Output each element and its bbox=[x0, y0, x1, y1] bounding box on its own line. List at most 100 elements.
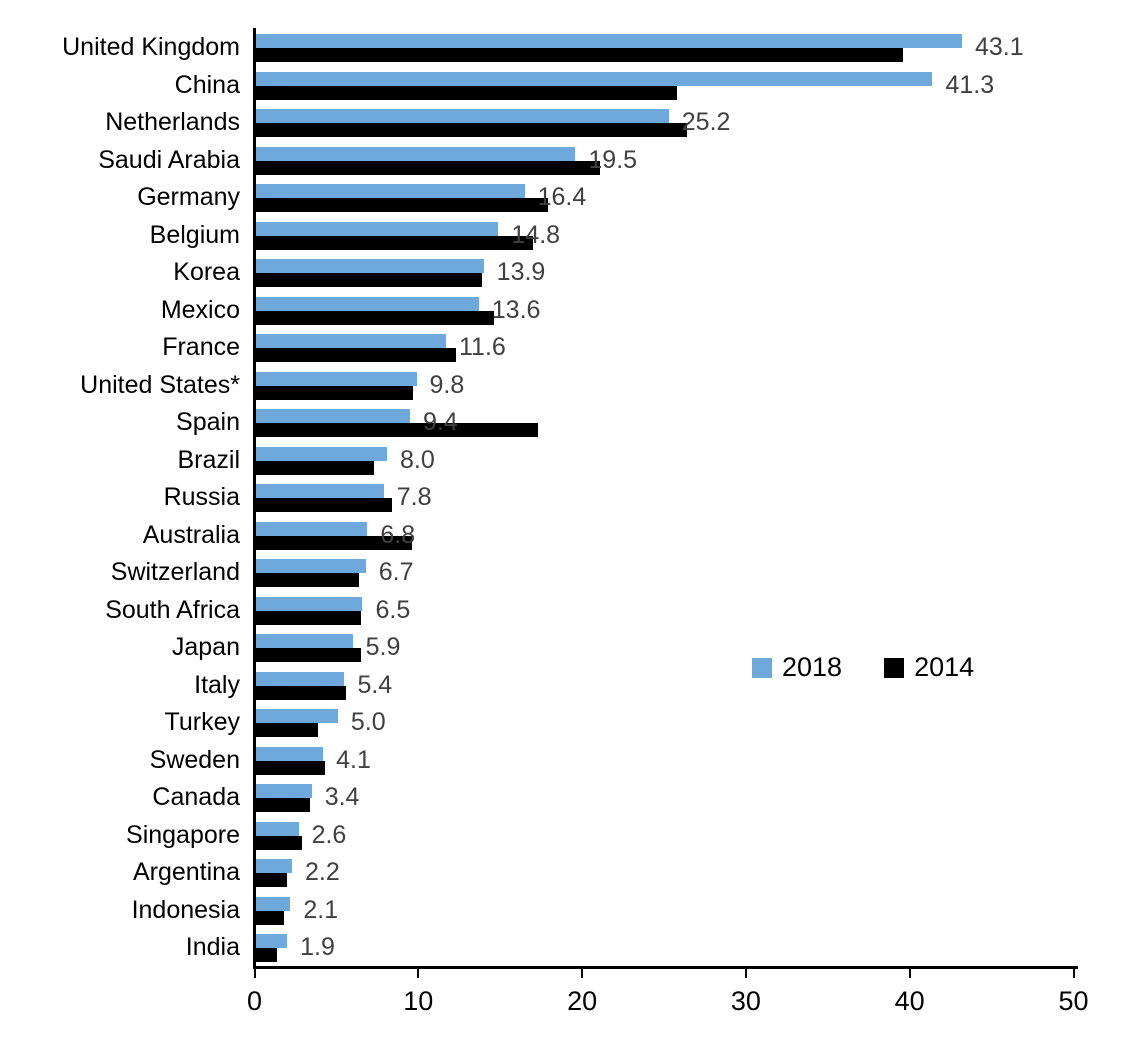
x-axis-tick-label-0: 0 bbox=[246, 986, 263, 1016]
x-axis-tick-10 bbox=[417, 969, 420, 978]
bar-2014-china bbox=[256, 85, 677, 100]
value-label-switzerland: 6.7 bbox=[378, 558, 414, 586]
category-label-south-africa: South Africa bbox=[105, 595, 240, 624]
bar-2018-switzerland bbox=[256, 559, 366, 573]
bar-2018-australia bbox=[256, 521, 368, 536]
x-axis-line bbox=[253, 966, 1078, 969]
category-label-netherlands: Netherlands bbox=[105, 108, 240, 136]
bar-2018-south-africa bbox=[256, 596, 363, 611]
bar-2014-korea bbox=[256, 273, 483, 287]
value-label-turkey: 5.0 bbox=[350, 708, 386, 736]
bar-2014-mexico bbox=[256, 310, 494, 325]
x-axis-tick-30 bbox=[744, 969, 747, 978]
bar-2018-mexico bbox=[256, 296, 479, 311]
category-label-singapore: Singapore bbox=[126, 820, 240, 849]
bar-2014-japan bbox=[256, 648, 361, 662]
bar-2014-switzerland bbox=[256, 573, 360, 587]
bar-2018-singapore bbox=[256, 821, 299, 836]
bar-2014-saudi-arabia bbox=[256, 160, 600, 175]
value-label-netherlands: 25.2 bbox=[681, 108, 731, 136]
value-label-belgium: 14.8 bbox=[511, 220, 561, 249]
legend: 2018 2014 bbox=[752, 652, 974, 683]
category-label-korea: Korea bbox=[173, 258, 240, 286]
category-label-saudi-arabia: Saudi Arabia bbox=[98, 145, 240, 174]
value-label-brazil: 8.0 bbox=[400, 445, 435, 474]
value-label-india: 1.9 bbox=[300, 933, 335, 961]
bar-2014-russia bbox=[256, 498, 392, 512]
bar-2014-turkey bbox=[256, 723, 319, 737]
bar-2018-turkey bbox=[256, 709, 338, 723]
x-axis-tick-50 bbox=[1072, 969, 1075, 978]
bar-2014-australia bbox=[256, 535, 412, 550]
bar-2014-spain bbox=[256, 423, 538, 437]
bar-2018-sweden bbox=[256, 746, 324, 761]
x-axis-tick-label-30: 30 bbox=[730, 986, 761, 1016]
bar-2018-netherlands bbox=[256, 109, 669, 123]
category-label-canada: Canada bbox=[152, 783, 240, 811]
value-label-australia: 6.8 bbox=[380, 520, 416, 549]
bar-2014-brazil bbox=[256, 460, 374, 475]
value-label-korea: 13.9 bbox=[496, 258, 546, 286]
category-label-china: China bbox=[174, 70, 240, 99]
legend-swatch-2018 bbox=[752, 657, 772, 678]
value-label-united-states: 9.8 bbox=[429, 370, 465, 399]
bar-2018-germany bbox=[256, 184, 525, 198]
bar-2014-united-kingdom bbox=[256, 48, 903, 62]
x-axis-tick-label-40: 40 bbox=[894, 986, 925, 1016]
category-label-japan: Japan bbox=[171, 633, 240, 661]
value-label-singapore: 2.6 bbox=[311, 820, 347, 849]
bar-2018-united-kingdom bbox=[256, 34, 962, 48]
bar-2018-india bbox=[256, 934, 288, 948]
category-label-italy: Italy bbox=[194, 670, 240, 699]
legend-swatch-2014 bbox=[884, 657, 905, 678]
category-label-india: India bbox=[185, 933, 240, 961]
bar-2018-russia bbox=[256, 484, 384, 498]
legend-label-2018: 2018 bbox=[782, 652, 843, 682]
x-axis-tick-20 bbox=[581, 969, 584, 978]
bar-2018-united-states bbox=[256, 371, 417, 386]
value-label-south-africa: 6.5 bbox=[375, 595, 411, 624]
bar-2014-indonesia bbox=[256, 910, 284, 925]
bar-2018-canada bbox=[256, 784, 312, 798]
value-label-japan: 5.9 bbox=[365, 633, 401, 661]
bar-2014-canada bbox=[256, 798, 311, 812]
x-axis-tick-label-20: 20 bbox=[567, 986, 598, 1016]
category-label-mexico: Mexico bbox=[160, 295, 240, 324]
bar-2014-singapore bbox=[256, 835, 302, 850]
x-axis-tick-label-10: 10 bbox=[403, 986, 434, 1016]
bar-2014-italy bbox=[256, 685, 347, 700]
bar-2014-sweden bbox=[256, 760, 325, 775]
category-label-argentina: Argentina bbox=[132, 858, 240, 886]
value-label-sweden: 4.1 bbox=[336, 745, 371, 774]
category-label-indonesia: Indonesia bbox=[131, 895, 240, 924]
category-label-brazil: Brazil bbox=[177, 445, 240, 474]
value-label-united-kingdom: 43.1 bbox=[974, 33, 1024, 61]
value-label-mexico: 13.6 bbox=[491, 295, 541, 324]
legend-label-2014: 2014 bbox=[914, 652, 975, 682]
value-label-germany: 16.4 bbox=[537, 183, 587, 211]
bar-2018-belgium bbox=[256, 221, 499, 236]
category-label-united-kingdom: United Kingdom bbox=[62, 33, 240, 61]
bar-2018-saudi-arabia bbox=[256, 146, 576, 161]
bar-2014-south-africa bbox=[256, 610, 361, 625]
bar-2014-argentina bbox=[256, 873, 288, 887]
x-axis-tick-0 bbox=[253, 969, 256, 978]
bar-2014-belgium bbox=[256, 235, 533, 250]
value-label-spain: 9.4 bbox=[422, 408, 458, 436]
value-label-argentina: 2.2 bbox=[305, 858, 340, 886]
bar-2018-argentina bbox=[256, 859, 293, 873]
value-label-italy: 5.4 bbox=[357, 670, 393, 699]
category-label-belgium: Belgium bbox=[149, 220, 240, 249]
category-label-russia: Russia bbox=[163, 483, 240, 511]
x-axis-tick-40 bbox=[908, 969, 911, 978]
bar-2018-italy bbox=[256, 671, 345, 686]
category-label-france: France bbox=[162, 333, 240, 361]
category-label-turkey: Turkey bbox=[164, 708, 240, 736]
bar-2018-japan bbox=[256, 634, 353, 648]
value-label-saudi-arabia: 19.5 bbox=[588, 145, 638, 174]
value-label-russia: 7.8 bbox=[396, 483, 432, 511]
bar-2014-united-states bbox=[256, 385, 414, 400]
value-label-canada: 3.4 bbox=[324, 783, 360, 811]
bar-2014-india bbox=[256, 948, 278, 962]
